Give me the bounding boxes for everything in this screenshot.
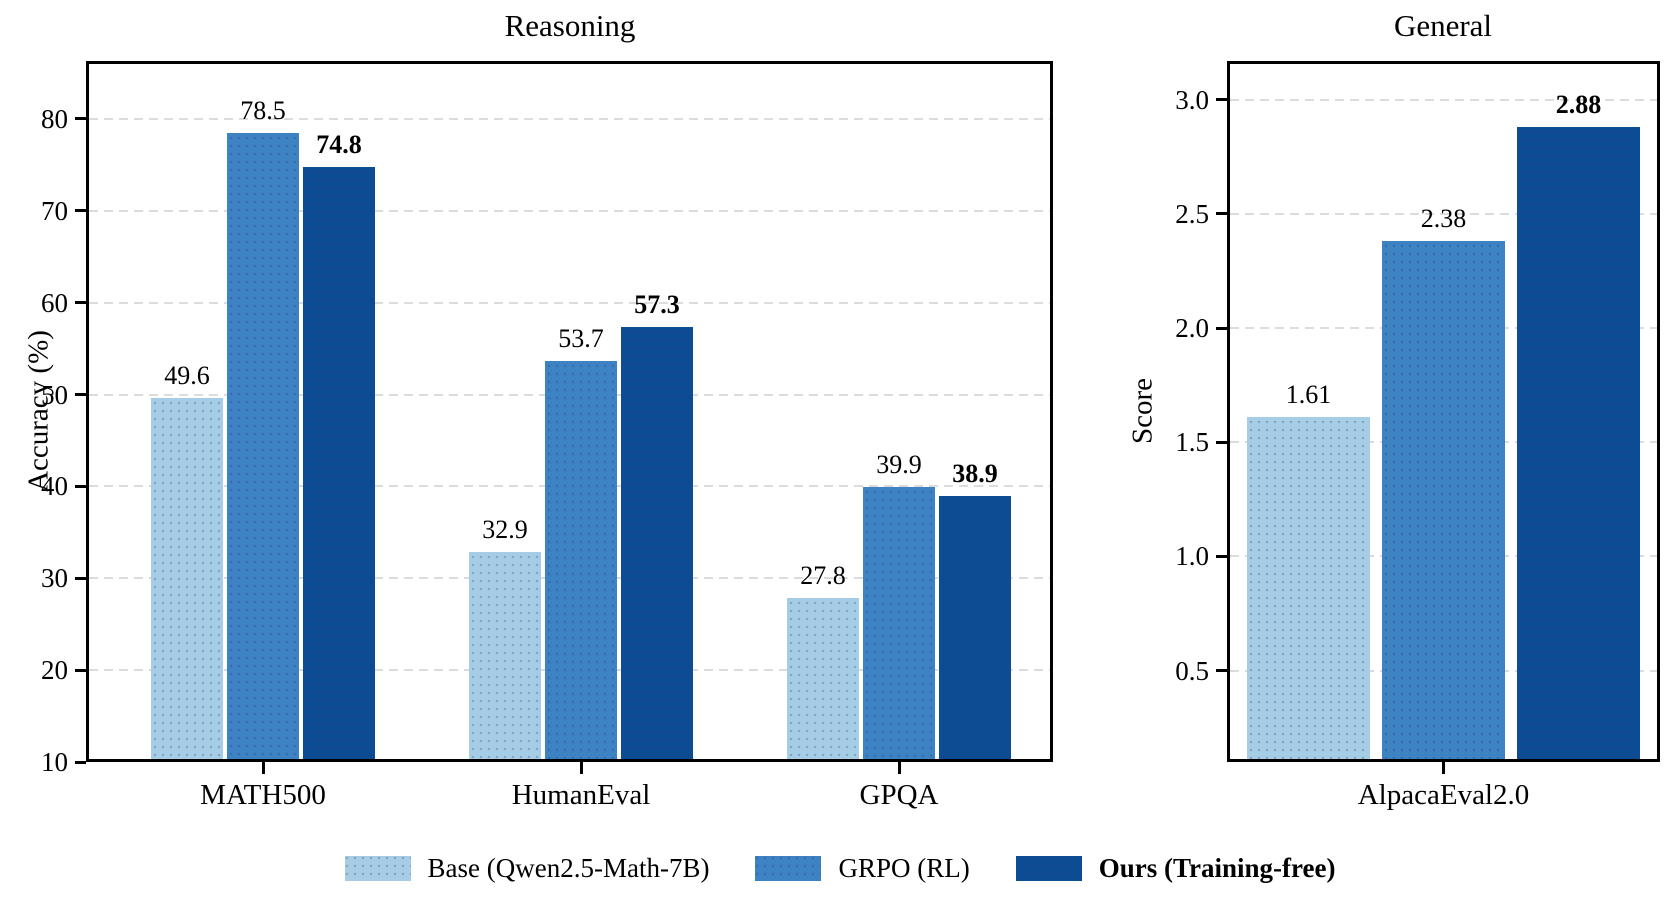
- legend-label: Base (Qwen2.5-Math-7B): [427, 852, 710, 883]
- y-tick-label: 2.5: [1175, 198, 1209, 229]
- bar-value-label: 2.38: [1420, 204, 1467, 234]
- legend-label: Ours (Training-free): [1098, 852, 1336, 883]
- bar-AlpacaEval2.0-Ours (Training-free): [1517, 127, 1640, 761]
- bar-MATH500-Base (Qwen2.5-Math-7B): [151, 398, 223, 761]
- y-tick-mark: [75, 209, 86, 213]
- y-tick-label: 10: [41, 747, 68, 777]
- y-tick-label: 60: [41, 287, 68, 318]
- grid-line: [1230, 212, 1657, 215]
- left-chart-title: Reasoning: [504, 8, 636, 43]
- y-tick-mark: [75, 484, 86, 488]
- bar-AlpacaEval2.0-GRPO (RL): [1382, 241, 1505, 761]
- y-tick-mark: [1216, 212, 1227, 216]
- bar-value-label: 57.3: [634, 290, 680, 320]
- x-tick-label: HumanEval: [511, 779, 651, 811]
- y-tick-mark: [1216, 98, 1227, 102]
- right-chart-title: General: [1393, 8, 1493, 43]
- bar-GPQA-Base (Qwen2.5-Math-7B): [787, 598, 859, 761]
- y-tick-label: 80: [41, 103, 68, 134]
- y-tick-mark: [75, 668, 86, 672]
- bar-value-label: 1.61: [1285, 380, 1332, 410]
- bar-value-label: 39.9: [876, 450, 922, 480]
- grid-line: [1230, 98, 1657, 101]
- bar-value-label: 53.7: [558, 323, 604, 353]
- bar-MATH500-Ours (Training-free): [303, 166, 375, 761]
- x-tick-mark: [1442, 762, 1445, 774]
- bar-value-label: 32.9: [482, 514, 528, 544]
- bar-value-label: 78.5: [240, 95, 286, 125]
- bar-value-label: 49.6: [164, 361, 210, 391]
- legend: Base (Qwen2.5-Math-7B) GRPO (RL) Ours (Tra…: [0, 846, 1680, 890]
- x-tick-mark: [579, 762, 583, 774]
- legend-item: Ours (Training-free): [1015, 852, 1336, 884]
- legend-swatch: [344, 855, 411, 881]
- bar-HumanEval-Base (Qwen2.5-Math-7B): [469, 551, 541, 761]
- y-tick-label: 3.0: [1175, 84, 1209, 115]
- x-tick-label: MATH500: [200, 779, 326, 811]
- bar-value-label: 27.8: [800, 561, 846, 591]
- y-tick-mark: [75, 301, 86, 305]
- bar-GPQA-GRPO (RL): [863, 487, 935, 761]
- x-tick-label: AlpacaEval2.0: [1357, 779, 1530, 811]
- bar-GPQA-Ours (Training-free): [939, 496, 1011, 761]
- y-tick-label: 50: [41, 379, 68, 410]
- bar-HumanEval-Ours (Training-free): [621, 327, 693, 761]
- bar-HumanEval-GRPO (RL): [545, 360, 617, 761]
- y-tick-mark: [75, 576, 86, 580]
- legend-item: GRPO (RL): [755, 852, 970, 884]
- y-tick-mark: [1216, 440, 1227, 444]
- y-tick-label: 1.0: [1175, 541, 1209, 572]
- y-tick-label: 20: [41, 655, 68, 686]
- y-tick-mark: [1216, 669, 1227, 673]
- bar-value-label: 2.88: [1555, 90, 1602, 120]
- y-tick-label: 0.5: [1175, 655, 1209, 686]
- legend-swatch: [1015, 855, 1082, 881]
- bar-value-label: 38.9: [952, 459, 998, 489]
- grid-line: [89, 117, 1050, 120]
- x-tick-mark: [897, 762, 901, 774]
- legend-swatch: [755, 855, 822, 881]
- left-y-axis-label: Accuracy (%): [22, 330, 55, 492]
- bar-AlpacaEval2.0-Base (Qwen2.5-Math-7B): [1247, 417, 1370, 761]
- y-tick-label: 2.0: [1175, 313, 1209, 344]
- bar-value-label: 74.8: [316, 129, 362, 159]
- y-tick-mark: [75, 117, 86, 121]
- y-tick-label: 30: [41, 563, 68, 594]
- x-tick-mark: [261, 762, 265, 774]
- grid-line: [89, 301, 1050, 304]
- y-tick-mark: [75, 393, 86, 396]
- x-tick-label: GPQA: [859, 779, 939, 811]
- y-tick-label: 40: [41, 471, 68, 502]
- grid-line: [89, 209, 1050, 212]
- y-tick-mark: [1216, 554, 1227, 558]
- y-tick-mark: [75, 760, 86, 764]
- y-tick-mark: [1216, 326, 1227, 330]
- y-tick-label: 70: [41, 195, 68, 226]
- legend-label: GRPO (RL): [838, 852, 970, 883]
- legend-item: Base (Qwen2.5-Math-7B): [344, 852, 710, 884]
- bar-MATH500-GRPO (RL): [227, 132, 299, 761]
- y-tick-label: 1.5: [1175, 427, 1209, 458]
